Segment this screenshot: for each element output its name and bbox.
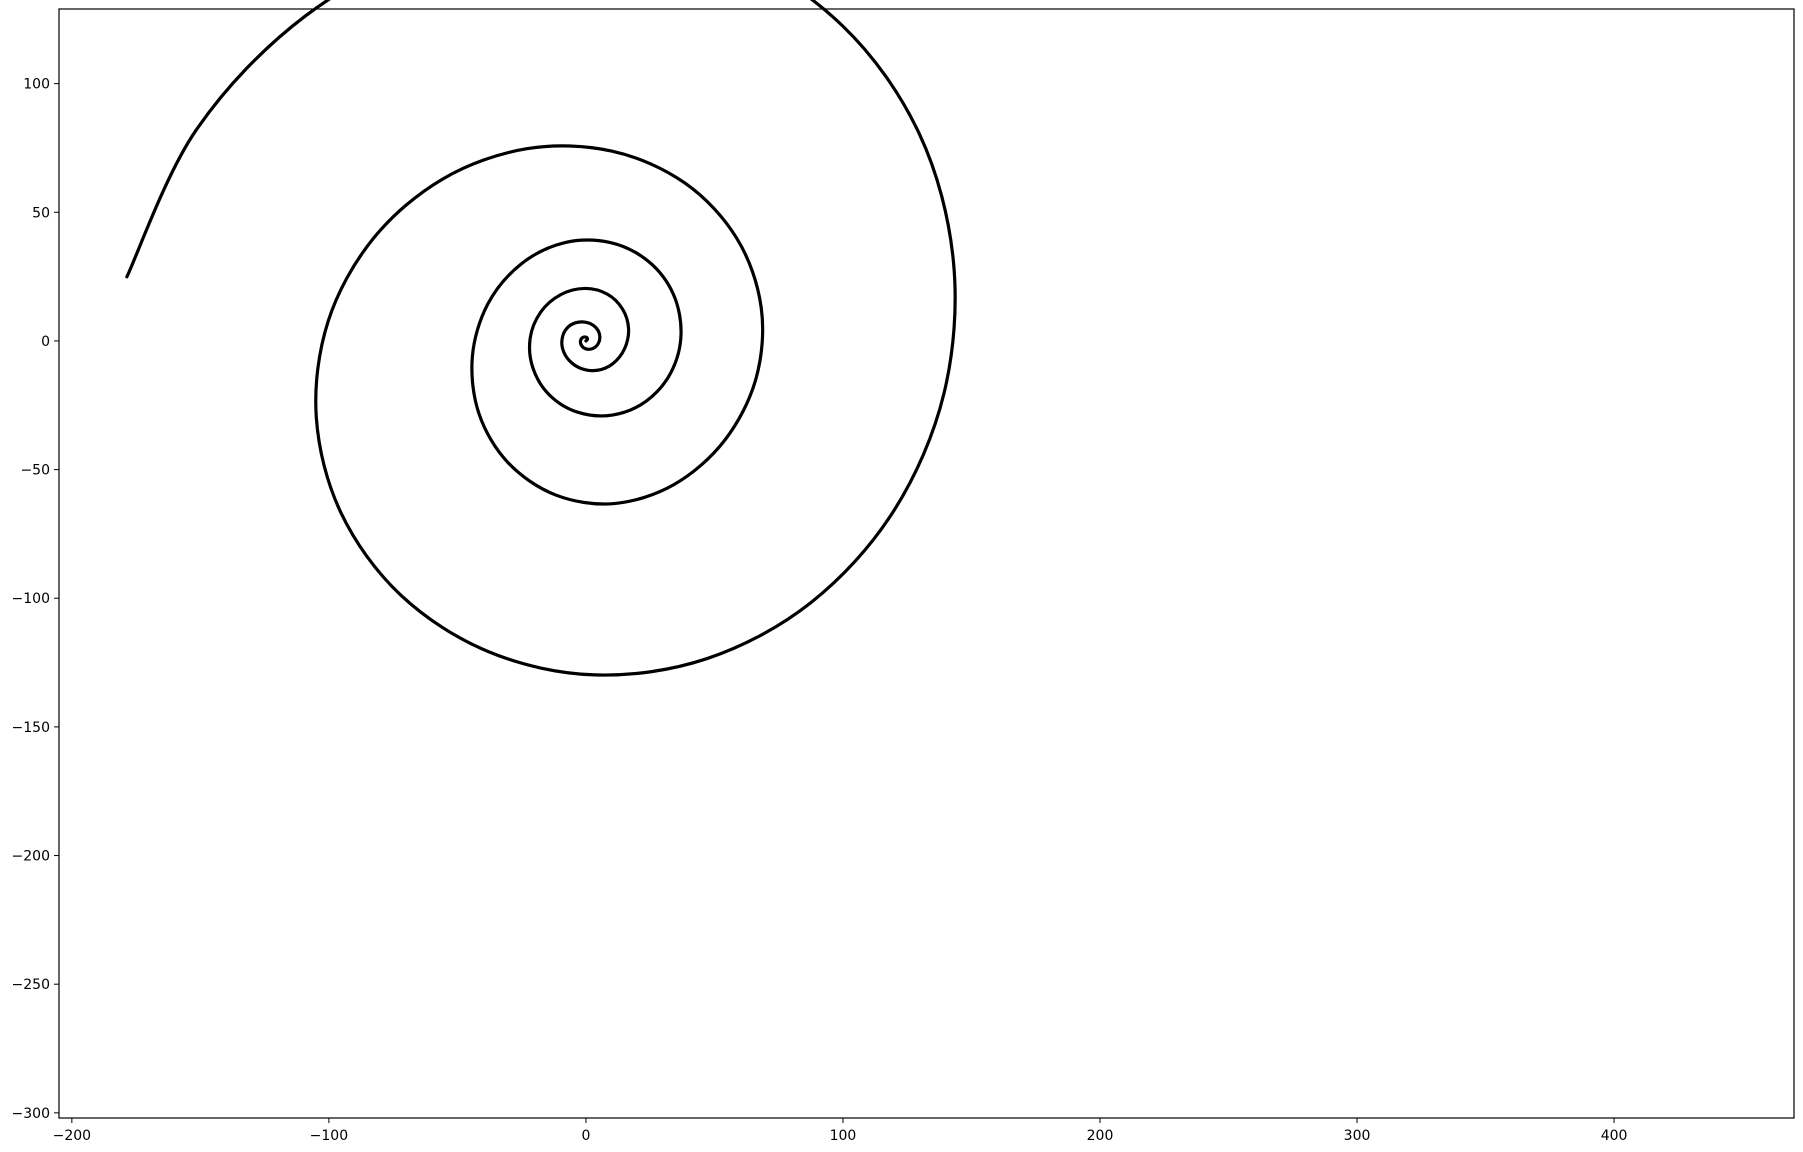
y-tick-label: 100 [23, 77, 50, 93]
x-tick-label: −200 [53, 1128, 91, 1144]
x-tick-label: 100 [830, 1128, 857, 1144]
y-tick-label: −250 [12, 977, 50, 993]
y-axis-ticks: 100 50 0 −50 −100 −150 −200 −250 −300 [12, 77, 59, 1122]
plot-area [59, 9, 1794, 1118]
y-tick-label: −50 [20, 463, 50, 479]
x-tick-label: −100 [310, 1128, 348, 1144]
x-tick-label: 200 [1087, 1128, 1114, 1144]
y-tick-label: 50 [32, 205, 50, 221]
y-tick-label: 0 [41, 334, 50, 350]
spiral-series-line [125, 0, 957, 677]
plot-frame [58, 8, 1795, 1119]
y-tick-label: −200 [12, 849, 50, 865]
x-tick-label: 0 [581, 1128, 590, 1144]
y-tick-label: −100 [12, 591, 50, 607]
x-tick-label: 300 [1344, 1128, 1371, 1144]
x-axis-ticks: −200 −100 0 100 200 300 400 [53, 1118, 1628, 1144]
x-tick-label: 400 [1601, 1128, 1628, 1144]
y-tick-label: −150 [12, 720, 50, 736]
y-tick-label: −300 [12, 1106, 50, 1122]
